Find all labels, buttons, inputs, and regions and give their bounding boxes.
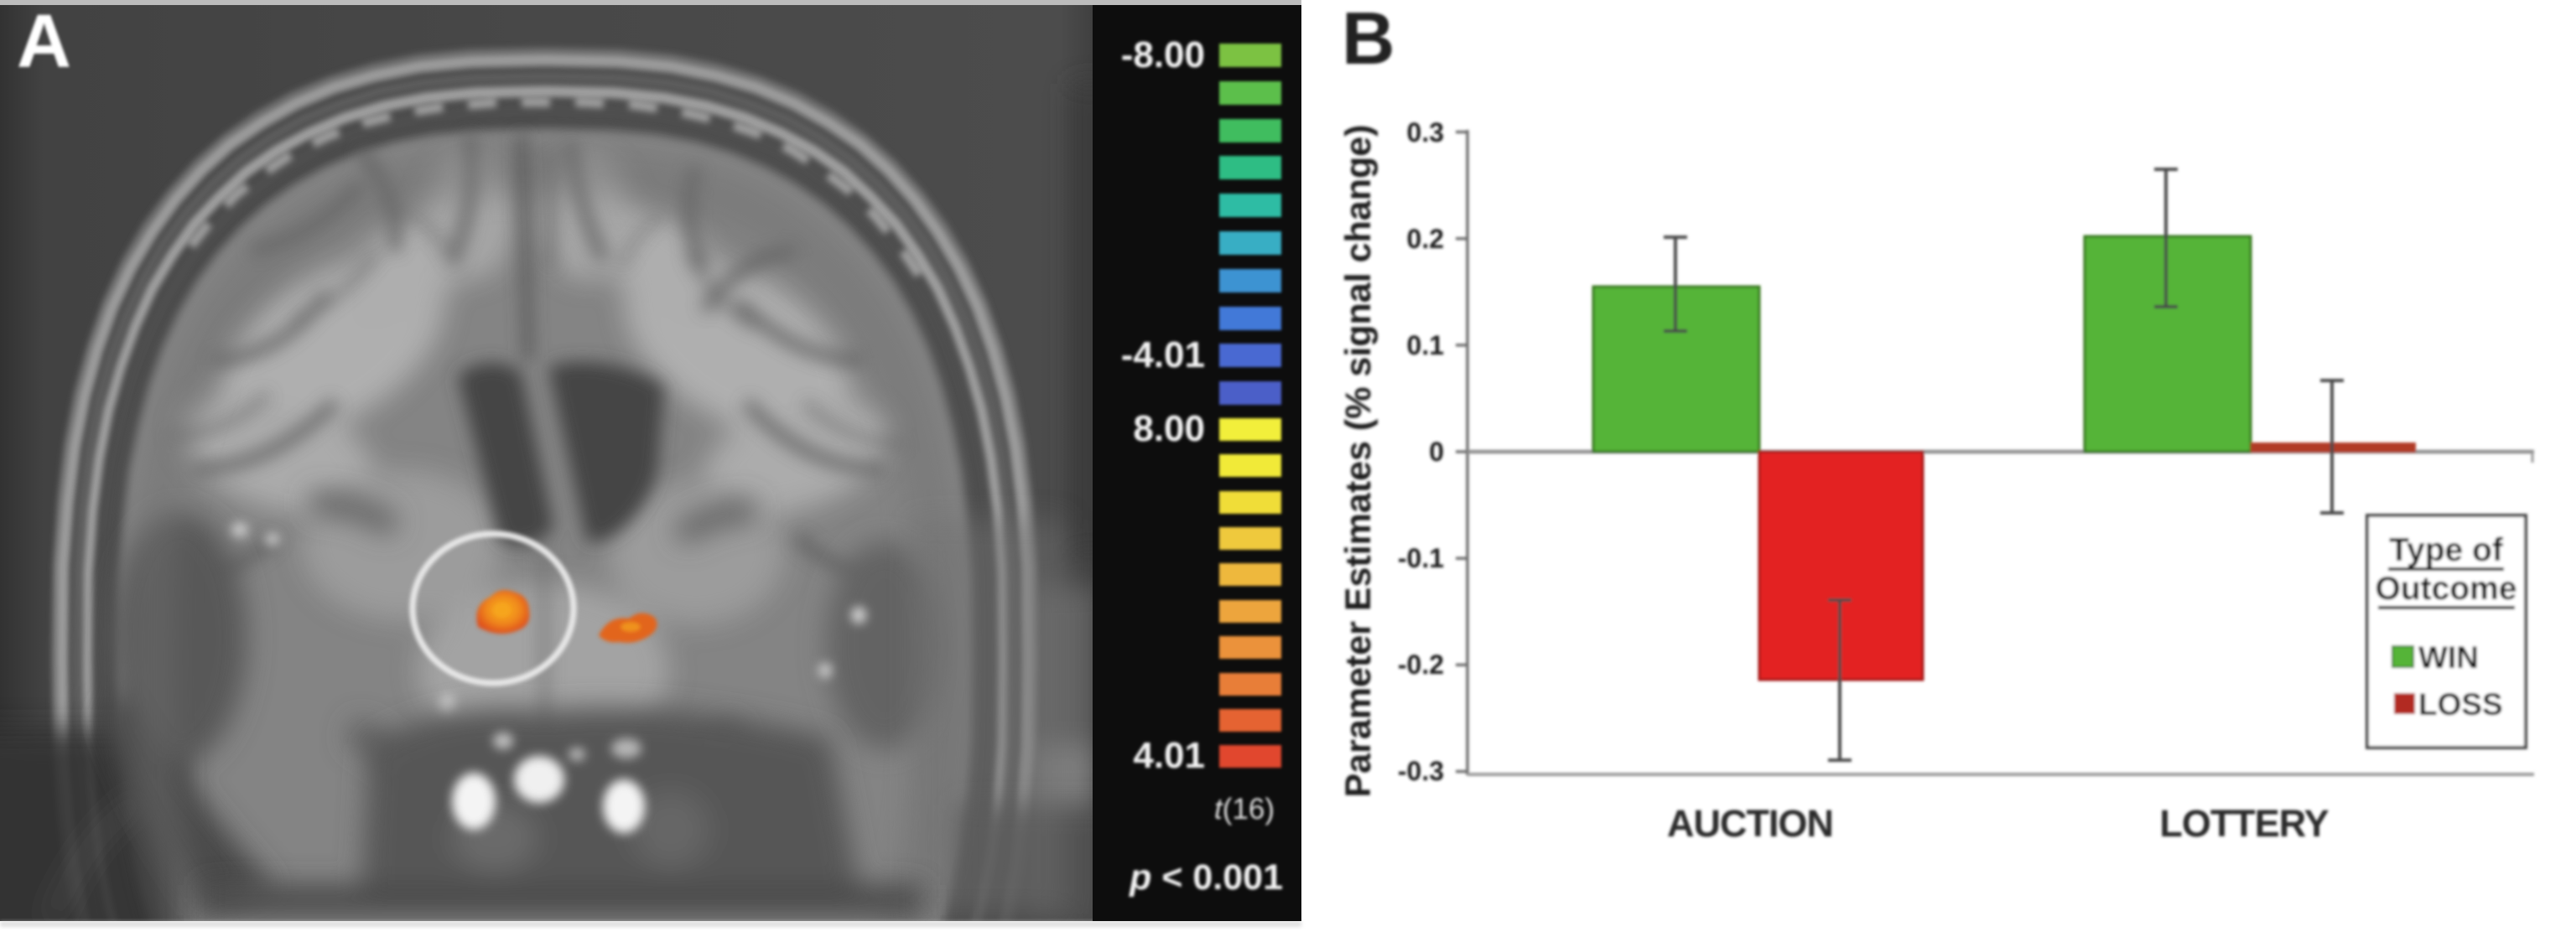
svg-text:0.1: 0.1 xyxy=(1407,330,1444,360)
svg-text:AUCTION: AUCTION xyxy=(1667,802,1833,845)
svg-text:LOSS: LOSS xyxy=(2418,687,2503,722)
svg-text:Parameter Estimates (% signal: Parameter Estimates (% signal change) xyxy=(1338,125,1379,798)
svg-text:0: 0 xyxy=(1429,437,1444,467)
svg-text:-4.01: -4.01 xyxy=(1121,334,1205,375)
svg-text:4.01: 4.01 xyxy=(1133,735,1205,776)
svg-text:0.2: 0.2 xyxy=(1407,224,1444,254)
svg-text:Outcome: Outcome xyxy=(2375,571,2516,607)
svg-text:8.00: 8.00 xyxy=(1133,408,1205,449)
svg-text:t(16): t(16) xyxy=(1214,793,1275,826)
svg-text:0.3: 0.3 xyxy=(1407,117,1444,148)
svg-text:-0.3: -0.3 xyxy=(1398,756,1444,786)
svg-text:A: A xyxy=(17,0,71,84)
svg-text:Type of: Type of xyxy=(2389,532,2504,568)
svg-text:LOTTERY: LOTTERY xyxy=(2159,802,2329,845)
svg-text:-8.00: -8.00 xyxy=(1121,34,1205,75)
svg-text:WIN: WIN xyxy=(2418,640,2479,675)
svg-text:-0.2: -0.2 xyxy=(1398,650,1444,680)
svg-text:p < 0.001: p < 0.001 xyxy=(1129,857,1283,898)
svg-text:-0.1: -0.1 xyxy=(1398,543,1444,573)
svg-text:B: B xyxy=(1342,0,1395,80)
